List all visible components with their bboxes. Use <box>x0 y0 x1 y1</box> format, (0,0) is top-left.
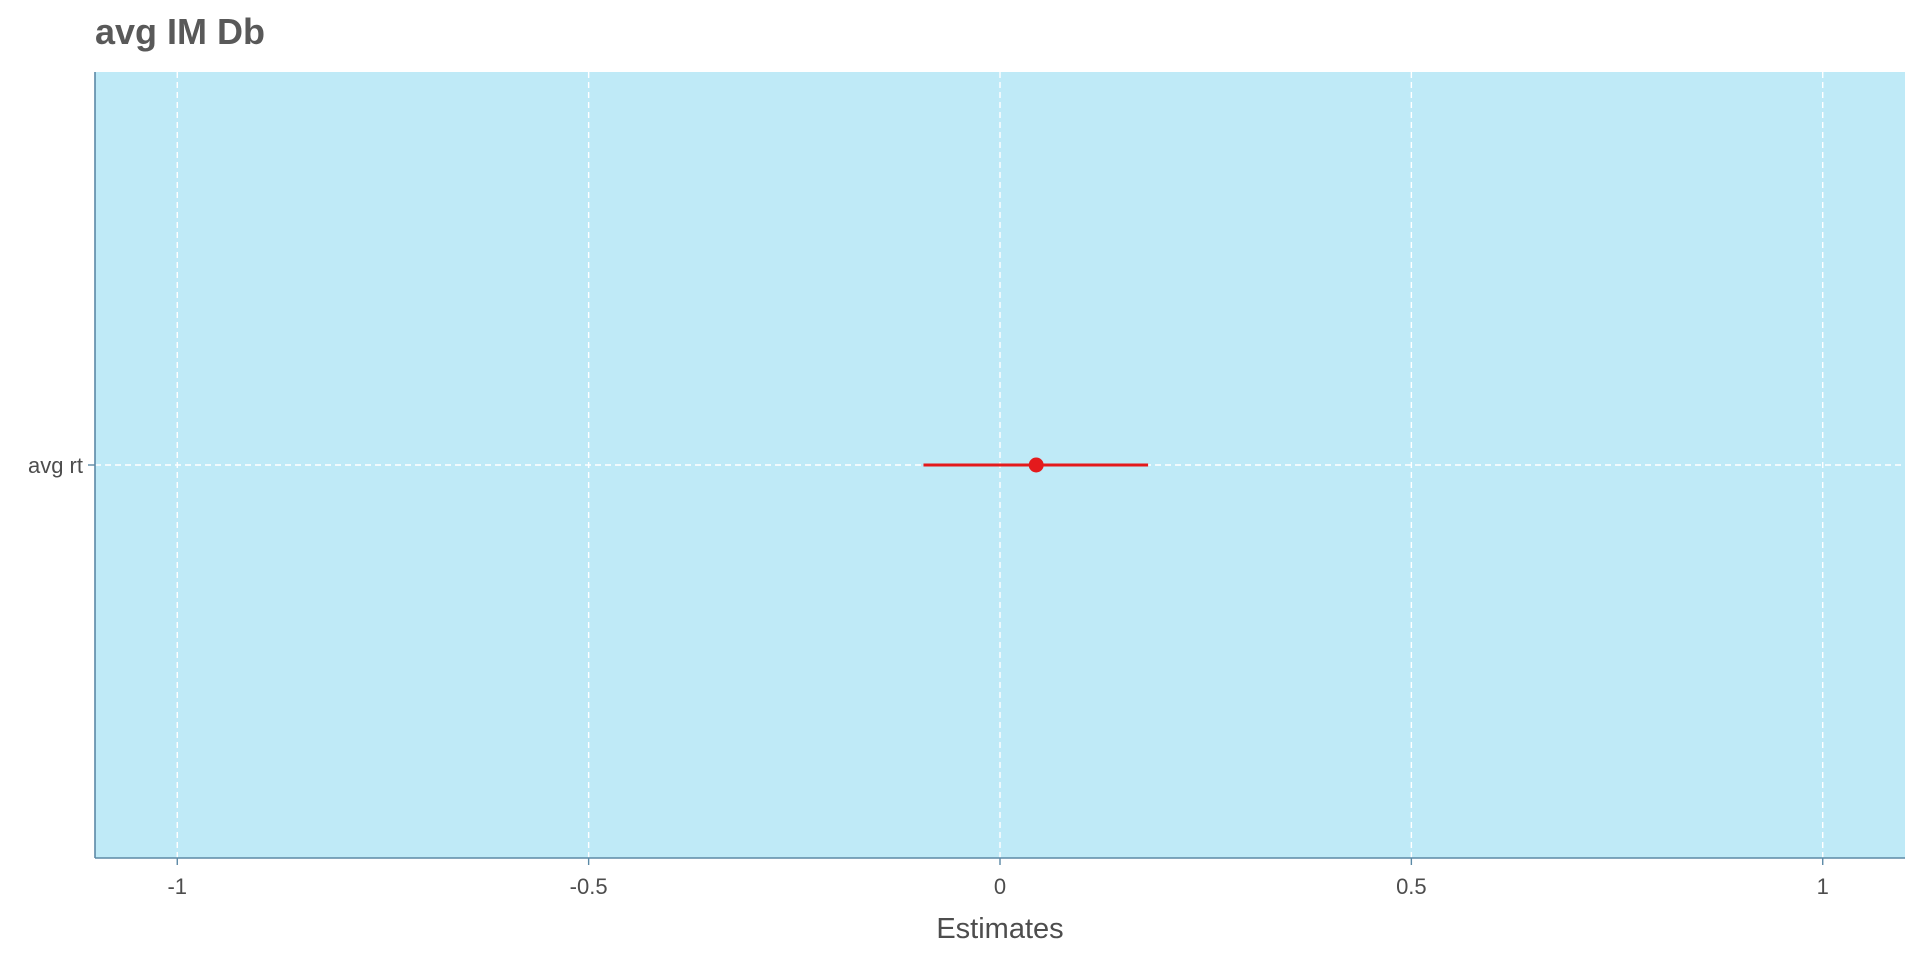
estimates-layer <box>923 457 1149 473</box>
chart-title: avg IM Db <box>95 11 265 52</box>
axes <box>88 72 1905 865</box>
x-tick-label: 0 <box>994 874 1006 899</box>
x-tick-label: 1 <box>1817 874 1829 899</box>
x-tick-label: 0.5 <box>1396 874 1427 899</box>
y-tick-label: avg rt <box>28 453 83 478</box>
x-tick-label: -0.5 <box>570 874 608 899</box>
x-axis-title: Estimates <box>936 913 1063 945</box>
point-estimate <box>1028 457 1044 473</box>
x-tick-label: -1 <box>167 874 187 899</box>
tick-labels: -1 -0.5 0 0.5 1 avg rt <box>28 453 1829 899</box>
